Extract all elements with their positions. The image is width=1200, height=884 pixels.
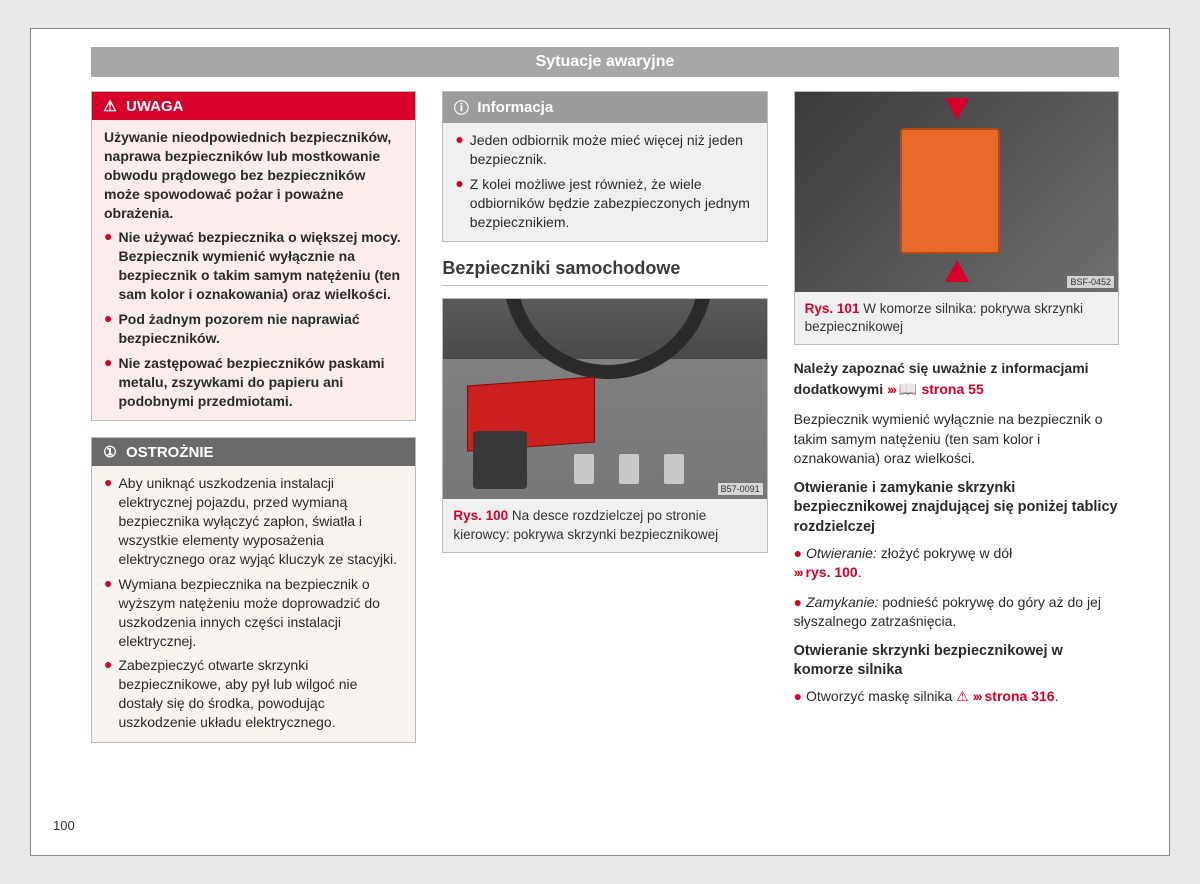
- subsection-title: Otwieranie skrzynki bezpiecznikowej w ko…: [794, 642, 1119, 681]
- chevron-icon: ›››: [973, 688, 981, 704]
- warning-box: ⚠ UWAGA Używanie nieodpowiednich bezpiec…: [91, 91, 416, 421]
- caution-body: ●Aby uniknąć uszkodzenia instalacji elek…: [92, 466, 415, 742]
- page-header: Sytuacje awaryjne: [91, 47, 1119, 77]
- warning-triangle-icon: ⚠: [956, 688, 969, 704]
- caution-box: ① OSTROŻNIE ●Aby uniknąć uszkodzenia ins…: [91, 437, 416, 743]
- engine-illustration: BSF-0452: [795, 92, 1118, 292]
- figure-101-image: BSF-0452: [795, 92, 1118, 292]
- figure-label: Rys. 100: [453, 508, 508, 523]
- caution-title: OSTROŻNIE: [126, 444, 214, 461]
- image-tag: BSF-0452: [1067, 276, 1114, 288]
- page-number: 100: [53, 818, 75, 833]
- page-ref-link[interactable]: strona 316: [985, 688, 1055, 704]
- steering-wheel-icon: [503, 299, 713, 379]
- pedal-icon: [618, 453, 640, 485]
- bullet-text: Z kolei możliwe jest również, że wiele o…: [470, 175, 755, 232]
- info-box: ⓘ Informacja ●Jeden odbiornik może mieć …: [442, 91, 767, 242]
- subsection-title: Otwieranie i zamykanie skrzynki bezpiecz…: [794, 479, 1119, 538]
- bullet-text: Jeden odbiornik może mieć więcej niż jed…: [470, 131, 755, 169]
- info-title: Informacja: [477, 99, 553, 116]
- bullet-dot: ●: [104, 228, 112, 304]
- info-header: ⓘ Informacja: [443, 92, 766, 123]
- footrest-icon: [473, 431, 527, 489]
- open-label: Otwieranie:: [806, 545, 877, 561]
- bullet-text: Aby uniknąć uszkodzenia instalacji elekt…: [118, 474, 403, 568]
- bullet-text: Nie używać bezpiecznika o większej mocy.…: [118, 228, 403, 304]
- section-divider: [442, 285, 767, 286]
- lead-text: Należy zapoznać się uważnie z informacja…: [794, 359, 1119, 400]
- warning-bullet: ●Nie zastępować bezpieczników paskami me…: [104, 354, 403, 411]
- caution-icon: ①: [102, 443, 118, 461]
- arrow-up-icon: [945, 260, 969, 282]
- figure-label: Rys. 101: [805, 301, 860, 316]
- chevron-icon: ›››: [794, 564, 802, 580]
- manual-page: Sytuacje awaryjne ⚠ UWAGA Używanie nieod…: [30, 28, 1170, 856]
- bullet-text: Wymiana bezpiecznika na bezpiecznik o wy…: [118, 575, 403, 651]
- close-label: Zamykanie:: [806, 594, 878, 610]
- column-middle: ⓘ Informacja ●Jeden odbiornik może mieć …: [442, 91, 767, 759]
- section-title: Bezpieczniki samochodowe: [442, 258, 767, 279]
- figure-101: BSF-0452 Rys. 101 W komorze silnika: pok…: [794, 91, 1119, 345]
- warning-bullet: ●Pod żadnym pozorem nie naprawiać bezpie…: [104, 310, 403, 348]
- figure-100-caption: Rys. 100 Na desce rozdzielczej po stroni…: [443, 499, 766, 551]
- arrow-down-icon: [945, 98, 969, 120]
- bullet-dot: ●: [104, 354, 112, 411]
- open-instruction: ● Otwieranie: złożyć pokrywę w dół ››› r…: [794, 544, 1119, 583]
- bullet-dot: ●: [104, 474, 112, 568]
- bullet-dot: ●: [455, 175, 463, 232]
- warning-title: UWAGA: [126, 98, 184, 115]
- close-instruction: ● Zamykanie: podnieść pokrywę do góry aż…: [794, 593, 1119, 632]
- caution-bullet: ●Aby uniknąć uszkodzenia instalacji elek…: [104, 474, 403, 568]
- caution-header: ① OSTROŻNIE: [92, 438, 415, 466]
- bullet-dot: ●: [794, 545, 802, 561]
- pedal-icon: [573, 453, 595, 485]
- figure-ref-link[interactable]: rys. 100: [806, 564, 858, 580]
- chevron-icon: ›››: [887, 381, 895, 397]
- figure-100: B57-0091 Rys. 100 Na desce rozdzielczej …: [442, 298, 767, 552]
- figure-101-caption: Rys. 101 W komorze silnika: pokrywa skrz…: [795, 292, 1118, 344]
- bullet-dot: ●: [794, 594, 802, 610]
- warning-body: Używanie nieodpowiednich bezpieczników, …: [92, 120, 415, 420]
- bullet-dot: ●: [794, 688, 802, 704]
- bullet-dot: ●: [104, 656, 112, 732]
- bullet-dot: ●: [104, 575, 112, 651]
- image-tag: B57-0091: [718, 483, 763, 495]
- warning-icon: ⚠: [102, 97, 118, 115]
- warning-intro: Używanie nieodpowiednich bezpieczników, …: [104, 128, 403, 222]
- content-columns: ⚠ UWAGA Używanie nieodpowiednich bezpiec…: [91, 91, 1119, 759]
- fuse-box-icon: [900, 128, 1000, 254]
- bullet-dot: ●: [104, 310, 112, 348]
- bullet-text: Nie zastępować bezpieczników paskami met…: [118, 354, 403, 411]
- book-icon: 📖: [899, 381, 918, 398]
- column-right: BSF-0452 Rys. 101 W komorze silnika: pok…: [794, 91, 1119, 759]
- caution-bullet: ●Wymiana bezpiecznika na bezpiecznik o w…: [104, 575, 403, 651]
- bullet-dot: ●: [455, 131, 463, 169]
- page-ref-link[interactable]: strona 55: [921, 381, 983, 397]
- warning-bullet: ●Nie używać bezpiecznika o większej mocy…: [104, 228, 403, 304]
- open-text: złożyć pokrywę w dół: [881, 545, 1013, 561]
- dashboard-illustration: B57-0091: [443, 299, 766, 499]
- figure-100-image: B57-0091: [443, 299, 766, 499]
- warning-header: ⚠ UWAGA: [92, 92, 415, 120]
- info-body: ●Jeden odbiornik może mieć więcej niż je…: [443, 123, 766, 241]
- bullet-text: Zabezpieczyć otwarte skrzynki bezpieczni…: [118, 656, 403, 732]
- info-icon: ⓘ: [453, 97, 469, 118]
- pedal-icon: [663, 453, 685, 485]
- info-bullet: ●Jeden odbiornik może mieć więcej niż je…: [455, 131, 754, 169]
- info-bullet: ●Z kolei możliwe jest również, że wiele …: [455, 175, 754, 232]
- bullet-text: Pod żadnym pozorem nie naprawiać bezpiec…: [118, 310, 403, 348]
- paragraph: Bezpiecznik wymienić wyłącznie na bezpie…: [794, 410, 1119, 469]
- column-left: ⚠ UWAGA Używanie nieodpowiednich bezpiec…: [91, 91, 416, 759]
- engine-text: Otworzyć maskę silnika: [806, 688, 952, 704]
- caution-bullet: ●Zabezpieczyć otwarte skrzynki bezpieczn…: [104, 656, 403, 732]
- engine-instruction: ● Otworzyć maskę silnika ⚠ ››› strona 31…: [794, 687, 1119, 707]
